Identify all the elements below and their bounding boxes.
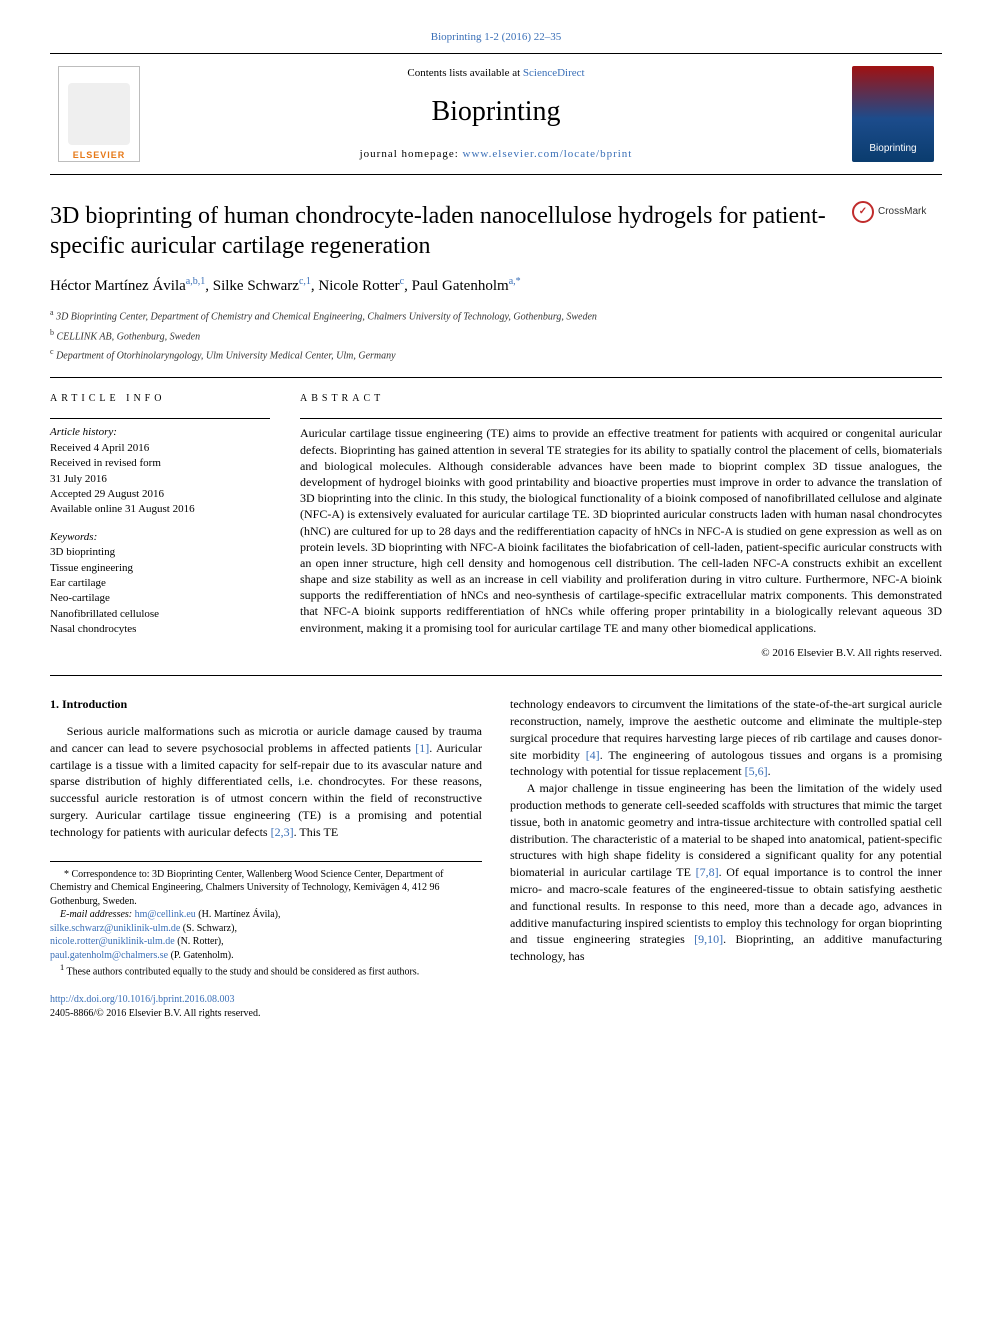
authors-line: Héctor Martínez Ávilaa,b,1, Silke Schwar… [50, 275, 942, 297]
divider [50, 675, 942, 676]
issn-copyright: 2405-8866/© 2016 Elsevier B.V. All right… [50, 1008, 260, 1019]
elsevier-logo: ELSEVIER [58, 66, 140, 162]
cover-journal-name: Bioprinting [852, 142, 934, 156]
journal-cover: Bioprinting [852, 66, 934, 162]
ref-link[interactable]: [4] [586, 748, 600, 762]
text-run: . Auricular cartilage is a tissue with a… [50, 741, 482, 839]
author-3: Nicole Rotter [318, 278, 399, 294]
doi-block: http://dx.doi.org/10.1016/j.bprint.2016.… [50, 993, 482, 1021]
history-item: 31 July 2016 [50, 472, 270, 487]
affiliation-b: b CELLINK AB, Gothenburg, Sweden [50, 327, 942, 344]
top-citation: Bioprinting 1-2 (2016) 22–35 [50, 30, 942, 45]
crossmark-label: CrossMark [878, 205, 926, 219]
article-info-block: ARTICLE INFO Article history: Received 4… [50, 392, 270, 661]
emails: E-mail addresses: hm@cellink.eu (H. Mart… [50, 908, 482, 922]
ref-link[interactable]: [5,6] [745, 764, 768, 778]
equal-contrib-note: 1 These authors contributed equally to t… [50, 962, 482, 979]
journal-header: ELSEVIER Contents lists available at Sci… [50, 53, 942, 175]
text-run: . This TE [294, 825, 339, 839]
email-link[interactable]: silke.schwarz@uniklinik-ulm.de [50, 923, 180, 934]
article-title: 3D bioprinting of human chondrocyte-lade… [50, 201, 852, 261]
keyword: Nanofibrillated cellulose [50, 607, 270, 622]
intro-para-1: Serious auricle malformations such as mi… [50, 723, 482, 841]
correspondence-note: * Correspondence to: 3D Bioprinting Cent… [50, 868, 482, 909]
section-1-heading: 1. Introduction [50, 696, 482, 713]
history-item: Available online 31 August 2016 [50, 502, 270, 517]
email-link[interactable]: hm@cellink.eu [135, 909, 196, 920]
email-who: (N. Rotter), [175, 936, 224, 947]
divider [50, 377, 942, 378]
history-item: Accepted 29 August 2016 [50, 487, 270, 502]
intro-para-2: technology endeavors to circumvent the l… [510, 696, 942, 780]
contents-line: Contents lists available at ScienceDirec… [160, 66, 832, 81]
ref-link[interactable]: [7,8] [696, 865, 719, 879]
doi-link[interactable]: http://dx.doi.org/10.1016/j.bprint.2016.… [50, 994, 235, 1005]
history-item: Received 4 April 2016 [50, 441, 270, 456]
history-label: Article history: [50, 425, 270, 440]
author-4: Paul Gatenholm [412, 278, 509, 294]
ref-link[interactable]: [1] [415, 741, 429, 755]
equal-text: These authors contributed equally to the… [67, 966, 420, 977]
email-line: silke.schwarz@uniklinik-ulm.de (S. Schwa… [50, 922, 482, 936]
top-citation-link[interactable]: Bioprinting 1-2 (2016) 22–35 [431, 31, 561, 43]
sciencedirect-link[interactable]: ScienceDirect [523, 67, 585, 79]
author-1-sup[interactable]: a,b,1 [186, 276, 205, 287]
author-1: Héctor Martínez Ávila [50, 278, 186, 294]
header-center: Contents lists available at ScienceDirec… [160, 66, 832, 162]
contents-prefix: Contents lists available at [407, 67, 522, 79]
body-columns: 1. Introduction Serious auricle malforma… [50, 696, 942, 1021]
homepage-link[interactable]: www.elsevier.com/locate/bprint [463, 148, 633, 160]
email-link[interactable]: nicole.rotter@uniklinik-ulm.de [50, 936, 175, 947]
abstract-divider [300, 418, 942, 419]
ref-link[interactable]: [2,3] [271, 825, 294, 839]
keyword: Neo-cartilage [50, 591, 270, 606]
ref-link[interactable]: [9,10] [694, 932, 723, 946]
journal-name: Bioprinting [160, 92, 832, 131]
keyword: Nasal chondrocytes [50, 622, 270, 637]
email-line: paul.gatenholm@chalmers.se (P. Gatenholm… [50, 949, 482, 963]
crossmark-badge[interactable]: ✓ CrossMark [852, 201, 942, 223]
intro-para-3: A major challenge in tissue engineering … [510, 780, 942, 965]
author-2: Silke Schwarz [213, 278, 299, 294]
keyword: Tissue engineering [50, 561, 270, 576]
author-4-sup[interactable]: a,* [509, 276, 521, 287]
abstract-text: Auricular cartilage tissue engineering (… [300, 425, 942, 635]
email-who: (H. Martínez Ávila), [196, 909, 281, 920]
email-who: (S. Schwarz), [180, 923, 237, 934]
elsevier-tree-icon [68, 83, 130, 145]
keyword: 3D bioprinting [50, 545, 270, 560]
affiliation-c-text: Department of Otorhinolaryngology, Ulm U… [56, 350, 396, 361]
article-info-heading: ARTICLE INFO [50, 392, 270, 406]
column-left: 1. Introduction Serious auricle malforma… [50, 696, 482, 1021]
footnotes: * Correspondence to: 3D Bioprinting Cent… [50, 861, 482, 979]
email-label: E-mail addresses: [60, 909, 135, 920]
author-2-sup[interactable]: c,1 [299, 276, 311, 287]
info-divider [50, 418, 270, 419]
affiliation-a: a 3D Bioprinting Center, Department of C… [50, 307, 942, 324]
email-who: (P. Gatenholm). [168, 950, 234, 961]
text-run: . [768, 764, 771, 778]
affiliation-b-text: CELLINK AB, Gothenburg, Sweden [57, 331, 201, 342]
keyword: Ear cartilage [50, 576, 270, 591]
column-right: technology endeavors to circumvent the l… [510, 696, 942, 1021]
abstract-block: ABSTRACT Auricular cartilage tissue engi… [300, 392, 942, 661]
email-line: nicole.rotter@uniklinik-ulm.de (N. Rotte… [50, 935, 482, 949]
keywords-label: Keywords: [50, 530, 270, 545]
elsevier-wordmark: ELSEVIER [73, 149, 126, 162]
crossmark-icon: ✓ [852, 201, 874, 223]
email-link[interactable]: paul.gatenholm@chalmers.se [50, 950, 168, 961]
abstract-heading: ABSTRACT [300, 392, 942, 406]
history-item: Received in revised form [50, 456, 270, 471]
affiliation-c: c Department of Otorhinolaryngology, Ulm… [50, 346, 942, 363]
affiliation-a-text: 3D Bioprinting Center, Department of Che… [56, 312, 597, 323]
author-3-sup[interactable]: c [400, 276, 404, 287]
abstract-copyright: © 2016 Elsevier B.V. All rights reserved… [300, 646, 942, 661]
homepage-line: journal homepage: www.elsevier.com/locat… [160, 147, 832, 162]
homepage-prefix: journal homepage: [360, 148, 463, 160]
